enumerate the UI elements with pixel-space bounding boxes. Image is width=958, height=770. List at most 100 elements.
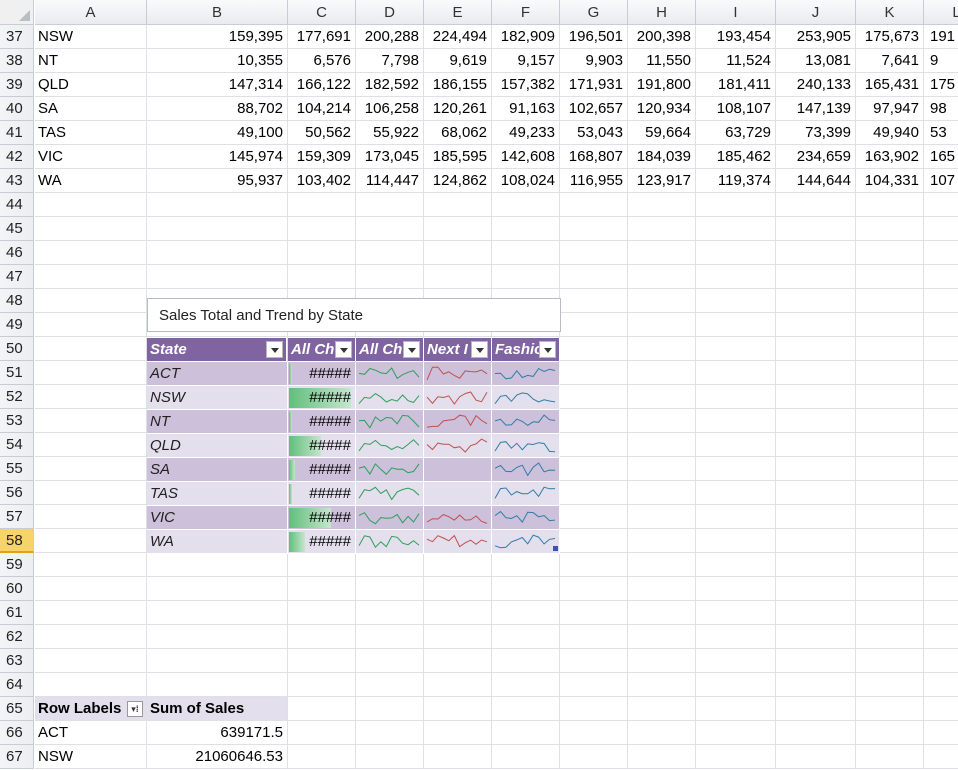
empty-cell[interactable] bbox=[560, 649, 628, 673]
empty-cell[interactable] bbox=[696, 433, 776, 457]
empty-cell[interactable] bbox=[356, 217, 424, 241]
cell-value[interactable]: 191,800 bbox=[628, 73, 696, 97]
table-cell-sparkline-fashion[interactable] bbox=[492, 386, 560, 410]
table-cell-sparkline-fashion[interactable] bbox=[492, 482, 560, 506]
empty-cell[interactable] bbox=[924, 313, 958, 337]
empty-cell[interactable] bbox=[856, 505, 924, 529]
column-header-i[interactable]: I bbox=[696, 0, 776, 25]
cell-value[interactable]: 185,595 bbox=[424, 145, 492, 169]
empty-cell[interactable] bbox=[492, 193, 560, 217]
empty-cell[interactable] bbox=[35, 625, 147, 649]
cell-value[interactable]: 106,258 bbox=[356, 97, 424, 121]
row-header[interactable]: 58 bbox=[0, 529, 34, 553]
cell-value[interactable]: 55,922 bbox=[356, 121, 424, 145]
table-cell-sparkline-next[interactable] bbox=[424, 530, 492, 554]
empty-cell[interactable] bbox=[424, 241, 492, 265]
empty-cell[interactable] bbox=[35, 241, 147, 265]
column-header-d[interactable]: D bbox=[356, 0, 424, 25]
empty-cell[interactable] bbox=[147, 241, 288, 265]
table-cell-sparkline-fashion[interactable] bbox=[492, 458, 560, 482]
table-cell-state[interactable]: NT bbox=[147, 410, 288, 434]
cell-value[interactable]: 240,133 bbox=[776, 73, 856, 97]
cell-value[interactable]: 165 bbox=[924, 145, 958, 169]
empty-cell[interactable] bbox=[856, 553, 924, 577]
empty-cell[interactable] bbox=[628, 553, 696, 577]
cell-state[interactable]: VIC bbox=[35, 145, 147, 169]
cell-value[interactable]: 159,395 bbox=[147, 25, 288, 49]
table-cell-state[interactable]: VIC bbox=[147, 506, 288, 530]
filter-dropdown-icon[interactable] bbox=[539, 341, 556, 358]
row-header[interactable]: 62 bbox=[0, 625, 34, 649]
empty-cell[interactable] bbox=[628, 385, 696, 409]
empty-cell[interactable] bbox=[924, 217, 958, 241]
cell-value[interactable]: 144,644 bbox=[776, 169, 856, 193]
cell-value[interactable]: 107 bbox=[924, 169, 958, 193]
cell-value[interactable]: 145,974 bbox=[147, 145, 288, 169]
empty-cell[interactable] bbox=[628, 721, 696, 745]
empty-cell[interactable] bbox=[856, 361, 924, 385]
cell-value[interactable]: 53,043 bbox=[560, 121, 628, 145]
empty-cell[interactable] bbox=[628, 289, 696, 313]
empty-cell[interactable] bbox=[628, 409, 696, 433]
cell-value[interactable]: 7,798 bbox=[356, 49, 424, 73]
cell-value[interactable]: 68,062 bbox=[424, 121, 492, 145]
empty-cell[interactable] bbox=[856, 385, 924, 409]
table-header-fashion-trend[interactable]: Fashio bbox=[492, 338, 560, 361]
empty-cell[interactable] bbox=[924, 481, 958, 505]
empty-cell[interactable] bbox=[35, 361, 147, 385]
empty-cell[interactable] bbox=[35, 457, 147, 481]
empty-cell[interactable] bbox=[856, 457, 924, 481]
empty-cell[interactable] bbox=[856, 217, 924, 241]
filter-dropdown-icon[interactable] bbox=[403, 341, 420, 358]
empty-cell[interactable] bbox=[147, 601, 288, 625]
empty-cell[interactable] bbox=[856, 721, 924, 745]
empty-cell[interactable] bbox=[560, 313, 628, 337]
empty-cell[interactable] bbox=[696, 385, 776, 409]
empty-cell[interactable] bbox=[856, 577, 924, 601]
table-header-all-channels-trend[interactable]: All Ch bbox=[356, 338, 424, 361]
table-cell-sparkline-fashion[interactable] bbox=[492, 530, 560, 554]
empty-cell[interactable] bbox=[696, 673, 776, 697]
empty-cell[interactable] bbox=[924, 289, 958, 313]
empty-cell[interactable] bbox=[776, 553, 856, 577]
cell-value[interactable]: 11,550 bbox=[628, 49, 696, 73]
empty-cell[interactable] bbox=[776, 529, 856, 553]
table-cell-total-databar[interactable]: ##### bbox=[288, 506, 356, 530]
cell-value[interactable]: 91,163 bbox=[492, 97, 560, 121]
empty-cell[interactable] bbox=[924, 241, 958, 265]
empty-cell[interactable] bbox=[560, 433, 628, 457]
empty-cell[interactable] bbox=[147, 217, 288, 241]
empty-cell[interactable] bbox=[35, 577, 147, 601]
row-header[interactable]: 49 bbox=[0, 313, 34, 337]
empty-cell[interactable] bbox=[628, 337, 696, 361]
empty-cell[interactable] bbox=[147, 553, 288, 577]
row-header[interactable]: 56 bbox=[0, 481, 34, 505]
cell-value[interactable]: 116,955 bbox=[560, 169, 628, 193]
row-header[interactable]: 48 bbox=[0, 289, 34, 313]
empty-cell[interactable] bbox=[856, 265, 924, 289]
empty-cell[interactable] bbox=[924, 457, 958, 481]
filter-dropdown-icon[interactable] bbox=[266, 341, 283, 358]
empty-cell[interactable] bbox=[560, 529, 628, 553]
empty-cell[interactable] bbox=[856, 241, 924, 265]
row-header[interactable]: 59 bbox=[0, 553, 34, 577]
empty-cell[interactable] bbox=[492, 649, 560, 673]
empty-cell[interactable] bbox=[35, 409, 147, 433]
empty-cell[interactable] bbox=[424, 697, 492, 721]
empty-cell[interactable] bbox=[696, 625, 776, 649]
empty-cell[interactable] bbox=[856, 409, 924, 433]
empty-cell[interactable] bbox=[628, 361, 696, 385]
table-cell-sparkline-next[interactable] bbox=[424, 458, 492, 482]
empty-cell[interactable] bbox=[924, 385, 958, 409]
empty-cell[interactable] bbox=[776, 673, 856, 697]
table-header-next-trend[interactable]: Next I bbox=[424, 338, 492, 361]
empty-cell[interactable] bbox=[492, 697, 560, 721]
empty-cell[interactable] bbox=[560, 361, 628, 385]
empty-cell[interactable] bbox=[560, 385, 628, 409]
row-header[interactable]: 38 bbox=[0, 49, 34, 73]
empty-cell[interactable] bbox=[356, 193, 424, 217]
empty-cell[interactable] bbox=[776, 649, 856, 673]
empty-cell[interactable] bbox=[356, 553, 424, 577]
empty-cell[interactable] bbox=[924, 553, 958, 577]
cell-value[interactable]: 9,903 bbox=[560, 49, 628, 73]
